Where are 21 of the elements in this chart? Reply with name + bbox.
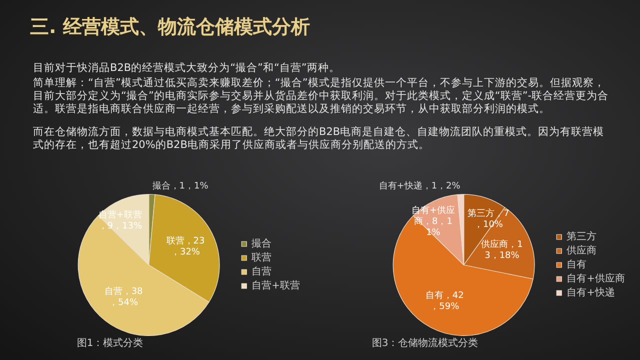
legend-label: 自有+快递 <box>566 286 616 299</box>
legend-label: 供应商 <box>566 244 597 257</box>
data-label: 联营，23，32% <box>166 235 205 258</box>
caption: 图1：模式分类 <box>76 336 144 350</box>
chart-title: 三. 经营模式、物流仓储模式分析 <box>30 15 310 40</box>
data-label: 撮合，1，1% <box>152 180 209 192</box>
text: 简单理解：“自营”模式通过低买高卖来赚取差价；“撮合”模式是指仅提供一个平台，不参与上下游的交易。但据观察，目前大部分定义为“撮合”的电商实际参与交易并从货品差价中获取利润。对于此类模式，定义成“联营”-联合经营更为合适。联营是指电商联合供应商一起经营，参与到采购配送以及推销的交易环节，从中获取部分利润的模式。 <box>33 77 610 116</box>
caption: 图3：仓储物流模式分类 <box>370 336 480 350</box>
legend-label: 联营 <box>252 252 272 264</box>
data-label: 自有+快递，1，2% <box>378 180 461 192</box>
text: 目前对于快消品B2B的经营模式大致分为“撮合”和“自营”两种。 <box>33 62 341 75</box>
legend-label: 撮合 <box>252 238 272 250</box>
legend-label: 自有 <box>566 258 587 271</box>
text: 而在仓储物流方面，数据与电商模式基本匹配。绝大部分的B2B电商是自建仓、自建物流团队的重模式。因为有联营模式的存在，也有超过20%的B2B电商采用了供应商或者与供应商分别配送的方式。 <box>33 126 606 152</box>
legend-label: 自营 <box>252 266 272 278</box>
legend-label: 第三方 <box>566 230 597 243</box>
legend-label: 自有+供应商 <box>566 272 626 285</box>
data-label: 自有，42，59% <box>425 290 464 312</box>
data-label: 自营，38，54% <box>104 286 144 308</box>
legend-label: 自营+联营 <box>252 280 300 292</box>
data-label: 供应商，13，18% <box>481 238 523 261</box>
